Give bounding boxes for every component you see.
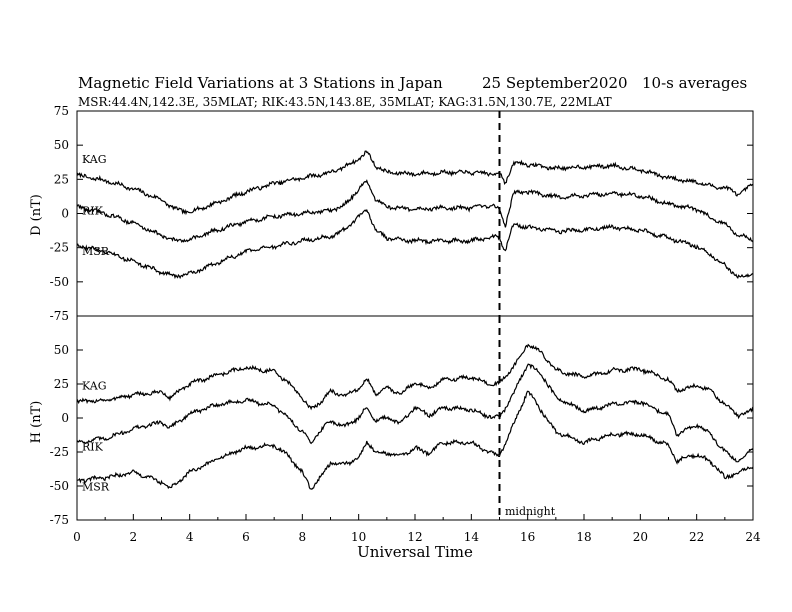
y-tick-label: 25	[54, 377, 69, 391]
x-tick-label: 22	[689, 530, 704, 544]
x-tick-label: 18	[576, 530, 591, 544]
station-coordinates: MSR:44.4N,142.3E, 35MLAT; RIK:43.5N,143.…	[78, 95, 612, 109]
series-label-KAG: KAG	[82, 380, 107, 393]
series-line-D-RIK	[76, 179, 754, 243]
series-line-D-KAG	[76, 150, 754, 216]
x-tick-label: 4	[186, 530, 194, 544]
y-tick-label: 50	[54, 138, 69, 152]
plot-area: 75 50 25 0 -25 -50 -75 KAG RIK MSR 50 25 0 -25 -50 -75 0…	[50, 104, 761, 544]
series-label-KAG: KAG	[82, 153, 107, 166]
x-tick-label: 8	[299, 530, 307, 544]
x-tick-label: 20	[633, 530, 648, 544]
x-tick-label: 0	[73, 530, 81, 544]
series-label-RIK: RIK	[82, 205, 104, 218]
x-tick-label: 6	[242, 530, 250, 544]
y-tick-label: -75	[50, 309, 69, 323]
panel-frame-H	[76, 315, 754, 521]
y-tick-label: 0	[61, 411, 69, 425]
y-tick-label: -25	[50, 241, 69, 255]
y-tick-label: 50	[54, 343, 69, 357]
d-panel-ylabel: D (nT)	[29, 194, 44, 236]
y-tick-label: -25	[50, 445, 69, 459]
x-tick-label: 16	[520, 530, 535, 544]
x-axis-label: Universal Time	[357, 543, 473, 561]
chart-averages: 10-s averages	[642, 74, 747, 92]
series-label-MSR: MSR	[82, 245, 110, 258]
h-panel-ylabel: H (nT)	[29, 401, 44, 444]
midnight-label: midnight	[505, 505, 556, 518]
y-tick-label: 25	[54, 172, 69, 186]
y-tick-label: -50	[50, 479, 69, 493]
x-tick-label: 2	[130, 530, 138, 544]
x-tick-label: 24	[745, 530, 761, 544]
x-tick-label: 12	[407, 530, 422, 544]
series-label-MSR: MSR	[82, 481, 110, 494]
panel-frame-D	[76, 110, 754, 317]
chart-date: 25 September2020	[482, 74, 628, 92]
y-tick-label: 75	[54, 104, 69, 118]
y-tick-label: -75	[50, 513, 69, 527]
series-line-H-RIK	[76, 363, 754, 463]
chart-title: Magnetic Field Variations at 3 Stations …	[78, 74, 443, 92]
series-label-RIK: RIK	[82, 440, 104, 453]
y-tick-label: -50	[50, 275, 69, 289]
x-tick-label: 14	[464, 530, 480, 544]
x-tick-label: 10	[351, 530, 366, 544]
series-line-H-KAG	[76, 343, 754, 420]
y-tick-label: 0	[61, 207, 69, 221]
series-line-D-MSR	[76, 208, 754, 280]
series-line-H-MSR	[77, 390, 754, 490]
